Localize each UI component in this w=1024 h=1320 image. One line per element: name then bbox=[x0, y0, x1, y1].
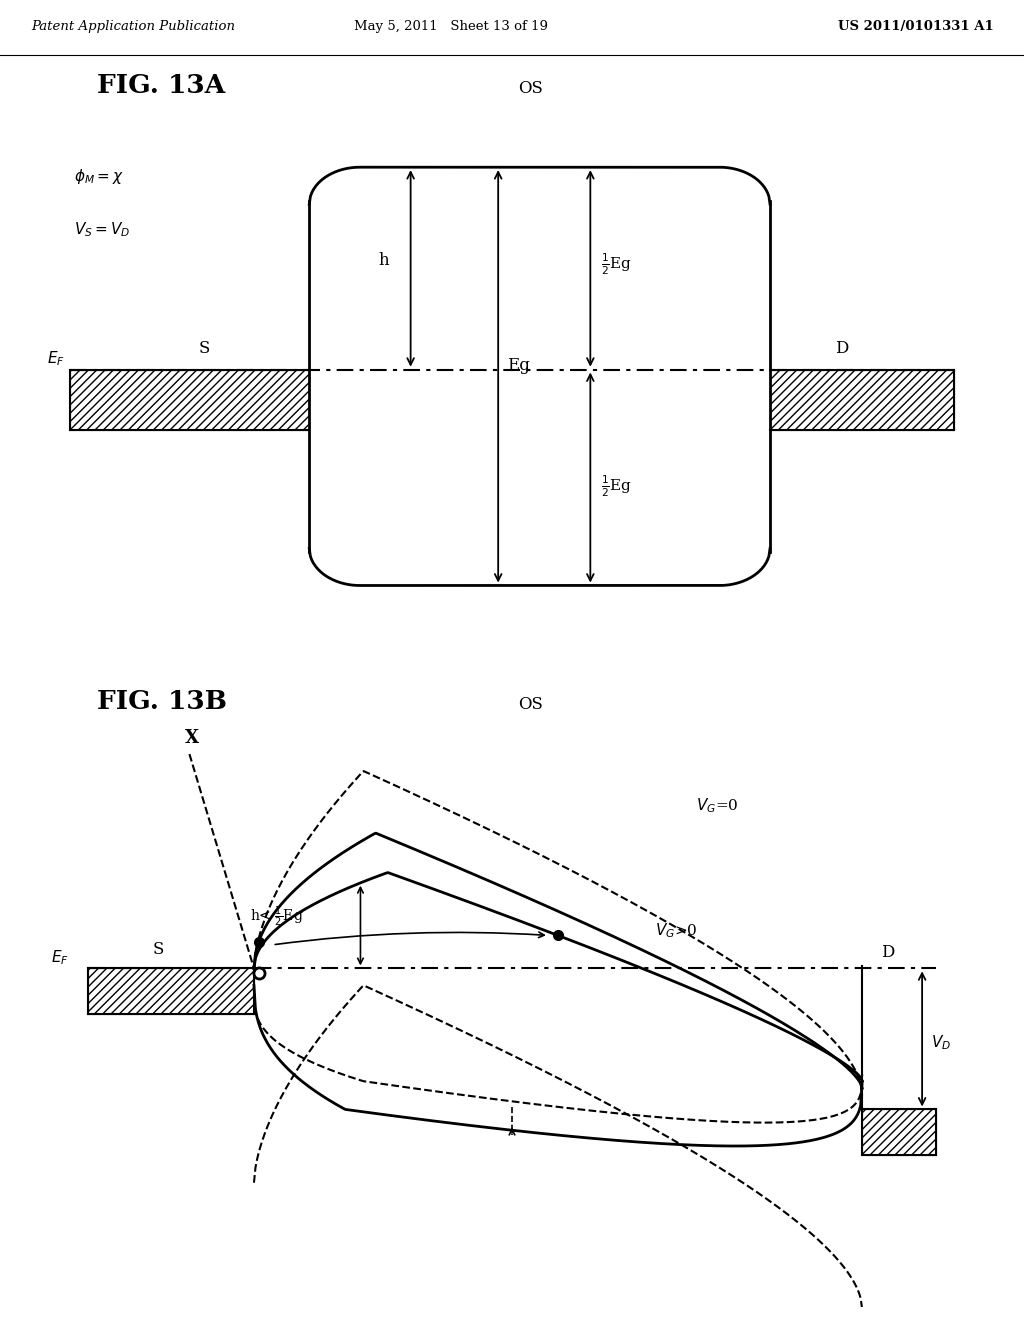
Text: h< $\frac{1}{2}$Eg: h< $\frac{1}{2}$Eg bbox=[250, 904, 303, 929]
Text: S: S bbox=[199, 339, 210, 356]
Text: $E_F$: $E_F$ bbox=[47, 348, 65, 367]
Text: $\phi_M = \chi$: $\phi_M = \chi$ bbox=[75, 166, 124, 186]
Text: US 2011/0101331 A1: US 2011/0101331 A1 bbox=[838, 20, 993, 33]
Text: OS: OS bbox=[518, 696, 543, 713]
Text: $V_S = V_D$: $V_S = V_D$ bbox=[75, 220, 131, 239]
Text: D: D bbox=[881, 944, 894, 961]
Text: FIG. 13A: FIG. 13A bbox=[97, 73, 225, 98]
Text: $\frac{1}{2}$Eg: $\frac{1}{2}$Eg bbox=[601, 474, 633, 499]
Text: $V_G$>0: $V_G$>0 bbox=[655, 921, 697, 940]
Text: OS: OS bbox=[518, 81, 543, 96]
Text: $\frac{1}{2}$Eg: $\frac{1}{2}$Eg bbox=[601, 251, 633, 277]
Text: h: h bbox=[379, 252, 389, 269]
Text: X: X bbox=[185, 729, 199, 747]
Text: $V_D$: $V_D$ bbox=[932, 1034, 951, 1052]
Text: S: S bbox=[153, 941, 164, 958]
Text: $E_F$: $E_F$ bbox=[51, 949, 69, 968]
Text: D: D bbox=[835, 339, 848, 356]
Text: May 5, 2011   Sheet 13 of 19: May 5, 2011 Sheet 13 of 19 bbox=[353, 20, 548, 33]
Text: $V_G$=0: $V_G$=0 bbox=[696, 796, 739, 816]
Text: Eg: Eg bbox=[508, 356, 530, 374]
Text: FIG. 13B: FIG. 13B bbox=[97, 689, 227, 714]
Text: Patent Application Publication: Patent Application Publication bbox=[31, 20, 234, 33]
